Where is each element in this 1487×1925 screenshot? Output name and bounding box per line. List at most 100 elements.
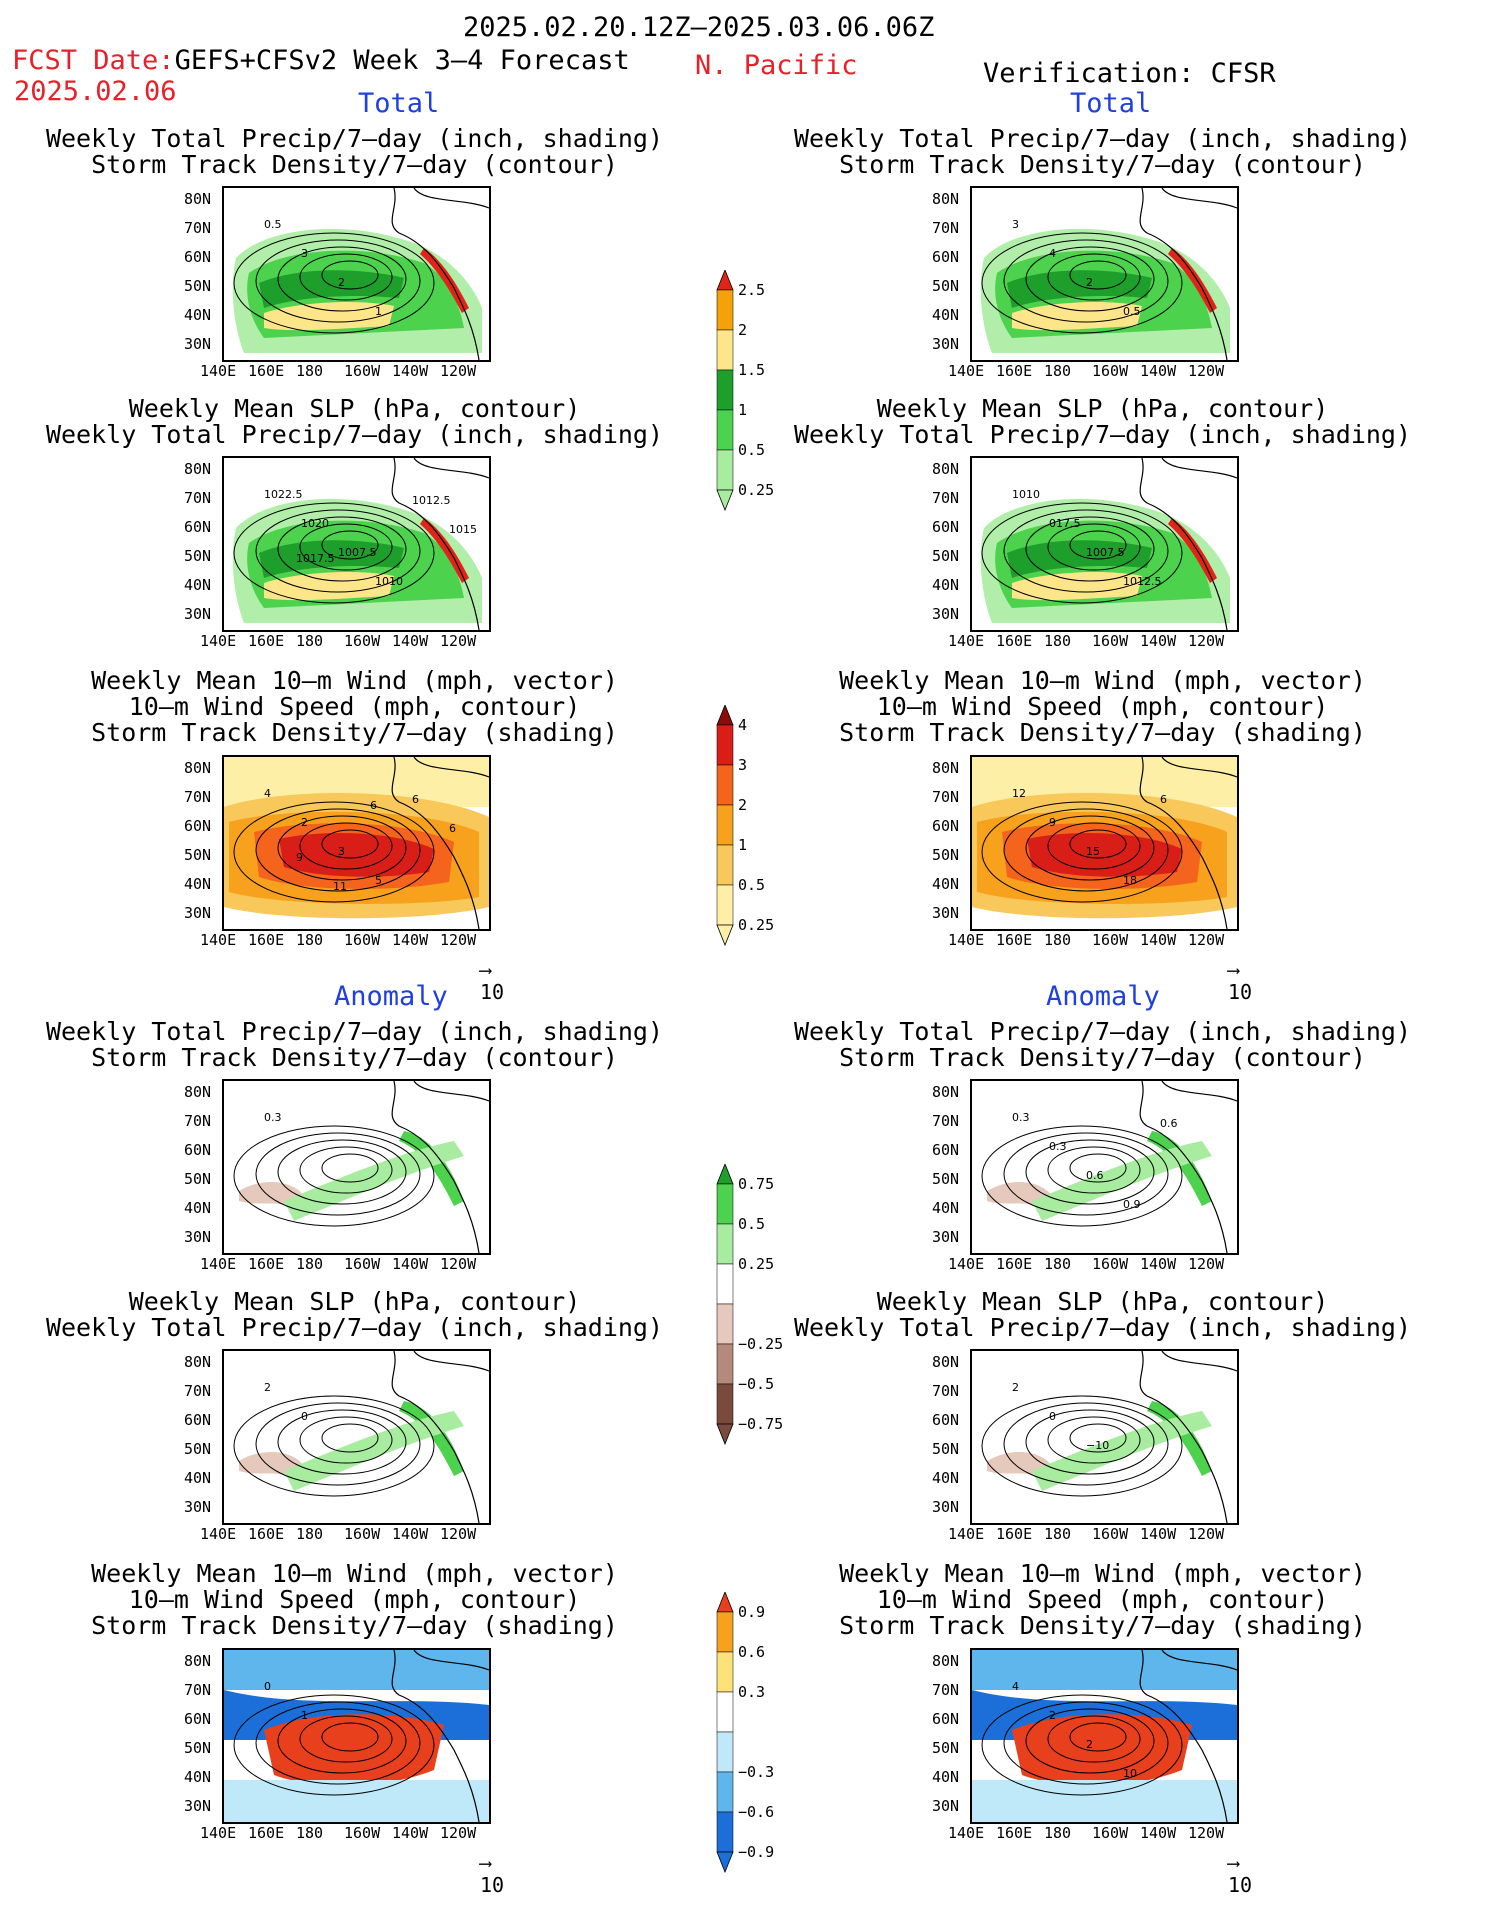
contour-line — [1069, 1722, 1127, 1752]
contour-line — [277, 1708, 407, 1774]
contour-line — [1025, 1708, 1155, 1774]
contour-line — [277, 815, 407, 881]
lon-tick-label: 140W — [1140, 632, 1177, 650]
lon-tick-label: 160E — [996, 632, 1033, 650]
panel-title-line: Weekly Mean SLP (hPa, contour) — [128, 394, 581, 423]
contour-line — [1003, 808, 1169, 892]
contour-label: 15 — [1086, 845, 1100, 858]
map-canvas: 4 2 2 10 — [972, 1650, 1237, 1822]
lon-tick-label: 120W — [1188, 1525, 1225, 1543]
contour-line — [299, 822, 393, 870]
colorbar-label: −0.5 — [738, 1375, 775, 1393]
lon-tick-label: 140E — [948, 362, 985, 380]
colorbar-segment — [716, 1651, 734, 1693]
map-panel-tr3: 12 9 15 18 6 — [970, 755, 1239, 931]
colorbar-label: −0.6 — [738, 1803, 775, 1821]
contour-label: 1 — [301, 1709, 308, 1722]
lat-tick-label: 50N — [184, 277, 212, 295]
lat-tick-label: 40N — [932, 875, 960, 893]
vector-reference-value: 10 — [1228, 980, 1253, 1004]
lat-tick-label: 60N — [932, 248, 960, 266]
lon-tick-label: 140W — [392, 931, 429, 949]
panel-title-line: Weekly Mean 10–m Wind (mph, vector) — [839, 1559, 1366, 1588]
panel-title-line: Weekly Total Precip/7–day (inch, shading… — [45, 1313, 664, 1342]
vector-reference: ⟶ 10 — [1228, 960, 1253, 1005]
colorbar-segment — [716, 1771, 734, 1813]
coastline — [1139, 1081, 1237, 1253]
contour-label: 0 — [264, 1680, 271, 1693]
map-panel-tr1: 3 4 2 0.5 — [970, 186, 1239, 362]
contour-line — [255, 1132, 421, 1216]
lat-tick-label: 80N — [184, 1652, 212, 1670]
contour-line — [1003, 1402, 1169, 1486]
lat-tick-label: 60N — [932, 817, 960, 835]
lat-tick-label: 60N — [184, 1141, 212, 1159]
lat-tick-label: 50N — [184, 846, 212, 864]
contour-line — [981, 1694, 1183, 1796]
vector-reference-value: 10 — [480, 980, 505, 1004]
lat-tick-label: 60N — [184, 1411, 212, 1429]
lat-tick-label: 70N — [932, 1681, 960, 1699]
panel-title-line: Weekly Mean 10–m Wind (mph, vector) — [91, 666, 618, 695]
colorbar-cap — [716, 703, 734, 726]
colorbar-label: 0.6 — [738, 1643, 766, 1661]
lon-tick-label: 160W — [1092, 1255, 1129, 1273]
panel-title-line: Storm Track Density/7–day (shading) — [839, 1611, 1366, 1640]
lon-tick-label: 160E — [996, 362, 1033, 380]
contour-label: 10 — [1123, 1767, 1137, 1780]
colorbar-label: 4 — [738, 716, 748, 734]
contour-label: 2 — [301, 816, 308, 829]
lat-tick-label: 70N — [184, 219, 212, 237]
lat-tick-label: 30N — [184, 1498, 212, 1516]
lon-tick-label: 160E — [996, 1824, 1033, 1842]
lon-tick-label: 160E — [248, 632, 285, 650]
anomaly-left-label: Anomaly — [334, 981, 448, 1012]
lon-tick-label: 180 — [1044, 362, 1072, 380]
lon-tick-label: 120W — [440, 1824, 477, 1842]
panel-title-line: Weekly Total Precip/7–day (inch, shading… — [793, 420, 1412, 449]
lon-tick-label: 140E — [948, 1824, 985, 1842]
field-shading — [224, 1650, 489, 1822]
lat-tick-label: 40N — [184, 1199, 212, 1217]
contour-label: 0.3 — [1012, 1111, 1030, 1124]
coastline — [1139, 188, 1237, 360]
panel-title-line: Weekly Total Precip/7–day (inch, shading… — [45, 1017, 664, 1046]
lon-tick-label: 140E — [948, 1255, 985, 1273]
cb-storm — [716, 703, 734, 989]
colorbar-segment — [716, 369, 734, 411]
contour-line — [1047, 822, 1141, 870]
contour-label: 4 — [264, 787, 271, 800]
contour-label: 0.9 — [1123, 1198, 1141, 1211]
lon-tick-label: 140W — [392, 1824, 429, 1842]
lon-tick-label: 140W — [1140, 1525, 1177, 1543]
lat-tick-label: 30N — [184, 1797, 212, 1815]
map-canvas: 2 0 −10 — [981, 1351, 1237, 1523]
coastline — [391, 757, 489, 929]
contour-line — [233, 1395, 435, 1497]
lon-tick-label: 160E — [248, 1255, 285, 1273]
panel-title-line: Storm Track Density/7–day (shading) — [91, 718, 618, 747]
contour-label: 6 — [412, 793, 419, 806]
contour-label: 6 — [370, 799, 377, 812]
colorbar-label: 0.5 — [738, 876, 766, 894]
lon-tick-label: 140W — [392, 632, 429, 650]
contour-line — [1025, 815, 1155, 881]
cb-precip-anom — [716, 1162, 734, 1488]
lon-tick-label: 140W — [392, 1525, 429, 1543]
lat-tick-label: 30N — [932, 1498, 960, 1516]
lat-tick-label: 70N — [184, 788, 212, 806]
lat-tick-label: 50N — [184, 1739, 212, 1757]
map-panel-tl3: 4 2 3 5 6 6 9 11 6 — [222, 755, 491, 931]
lon-tick-label: 140W — [1140, 362, 1177, 380]
map-canvas: 1022.5 1020 1007.5 1010 1012.5 1015 1017.5 — [232, 458, 489, 630]
colorbar-segment — [716, 884, 734, 926]
lon-tick-label: 160E — [248, 1525, 285, 1543]
contour-line — [299, 1416, 393, 1464]
lon-tick-label: 120W — [1188, 632, 1225, 650]
panel-title-line: Storm Track Density/7–day (contour) — [91, 1043, 618, 1072]
contour-line — [321, 829, 379, 859]
panel-title-line: Weekly Mean 10–m Wind (mph, vector) — [91, 1559, 618, 1588]
lon-tick-label: 160W — [1092, 362, 1129, 380]
contour-lines — [233, 1125, 435, 1227]
contour-line — [233, 801, 435, 903]
